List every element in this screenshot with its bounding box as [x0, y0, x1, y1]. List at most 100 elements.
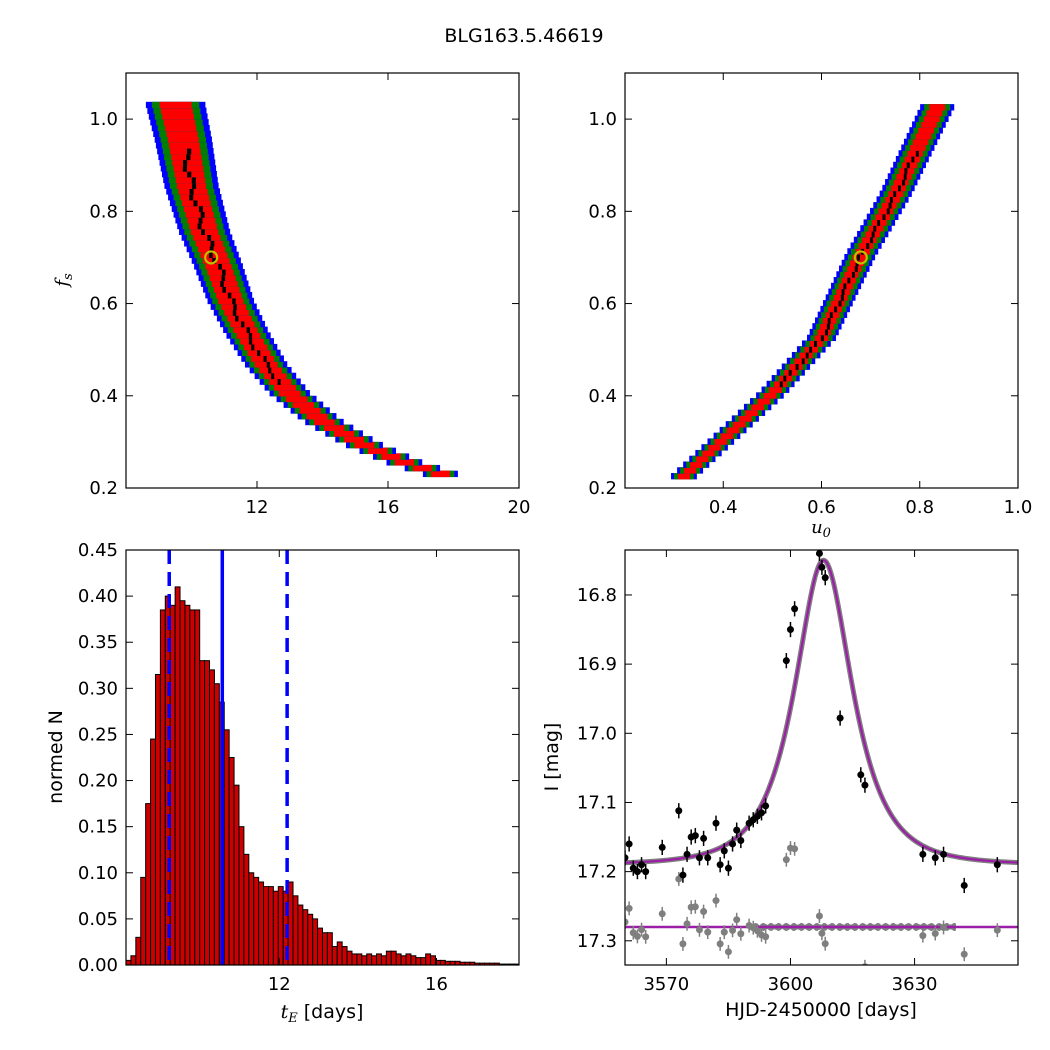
red-confidence-cell [690, 461, 703, 468]
red-confidence-cell [278, 390, 301, 397]
data-point [782, 657, 790, 665]
black-confidence-cell [886, 207, 890, 215]
model-curve [625, 559, 1018, 864]
red-confidence-cell [333, 430, 355, 437]
residual-point [919, 932, 927, 940]
histogram-bar [425, 953, 432, 965]
x-tick-label: 3570 [643, 974, 689, 995]
data-point [919, 850, 927, 858]
residual-point [625, 918, 629, 926]
red-confidence-cell [292, 401, 315, 408]
histogram-bar [272, 890, 279, 965]
data-point [638, 861, 646, 869]
y-tick-label: 0.25 [78, 724, 118, 745]
data-point [704, 854, 712, 862]
black-confidence-cell [187, 170, 192, 178]
x-tick-label: 20 [508, 497, 531, 518]
black-confidence-cell [246, 326, 250, 333]
red-confidence-cell [167, 136, 199, 143]
red-confidence-cell [224, 309, 249, 316]
black-confidence-cell [834, 305, 838, 313]
red-confidence-cell [227, 315, 252, 322]
histogram-bar [145, 803, 152, 965]
red-confidence-cell [430, 470, 450, 478]
y-tick-label: 0.00 [78, 955, 118, 976]
y-axis-label: normed N [45, 710, 67, 804]
y-tick-label: 0.8 [89, 201, 118, 222]
red-confidence-cell [726, 426, 740, 434]
data-point [625, 840, 633, 848]
black-confidence-cell [904, 167, 908, 174]
black-confidence-cell [221, 274, 226, 282]
histogram-bar [385, 950, 392, 965]
histogram-bar [405, 953, 412, 965]
black-confidence-cell [209, 245, 214, 253]
black-confidence-cell [271, 372, 275, 380]
y-tick-label: 0.40 [78, 586, 118, 607]
red-confidence-cell [274, 384, 296, 391]
red-confidence-cell [720, 432, 734, 440]
red-confidence-cell [394, 459, 415, 466]
black-confidence-cell [897, 184, 901, 192]
black-confidence-cell [809, 346, 813, 353]
residual-point [633, 932, 641, 940]
red-confidence-cell [921, 121, 937, 128]
red-confidence-cell [381, 453, 401, 460]
black-confidence-cell [788, 369, 792, 376]
axes-frame [624, 72, 1019, 489]
residual-point [857, 970, 864, 977]
black-confidence-cell [222, 286, 226, 293]
panel-fs-vs-u0: 0.4 0.6 0.8 1.0 0.2 0.4 0.6 0.8 1.0 u0 [588, 72, 1032, 541]
histogram-bar [135, 936, 142, 965]
residual-point [993, 926, 1001, 934]
red-confidence-cell [175, 176, 206, 184]
histogram-bar [277, 886, 284, 965]
black-confidence-cell [824, 328, 828, 336]
black-confidence-cell [854, 265, 858, 272]
histogram-bar [209, 669, 215, 965]
histogram-bar [410, 955, 417, 965]
histogram-bar [322, 932, 328, 965]
histogram-bar [292, 895, 299, 965]
black-confidence-cell [189, 188, 194, 195]
red-confidence-cell [878, 207, 894, 215]
residual-point [960, 950, 968, 958]
red-confidence-cell [763, 392, 777, 399]
black-confidence-cell [801, 357, 805, 365]
red-confidence-cell [923, 115, 940, 123]
histogram-bar [420, 957, 427, 965]
black-confidence-cell [227, 292, 232, 299]
residual-point [658, 910, 666, 918]
black-confidence-cell [840, 294, 844, 301]
black-confidence-cell [218, 263, 222, 270]
data-point [720, 847, 728, 855]
histogram-bar [336, 941, 343, 965]
red-confidence-cell [163, 119, 196, 126]
black-confidence-cell [201, 228, 205, 235]
black-confidence-cell [889, 196, 893, 203]
histogram-bar [400, 955, 407, 965]
data-point [931, 854, 939, 862]
black-confidence-cell [248, 332, 253, 339]
black-confidence-cell [888, 202, 892, 209]
histogram-bar [228, 757, 235, 965]
red-confidence-cell [299, 407, 321, 414]
residual-point [625, 904, 633, 912]
histogram-bar [194, 609, 201, 965]
histogram-bar [312, 918, 319, 965]
red-confidence-cell [768, 386, 782, 393]
red-confidence-cell [929, 104, 946, 111]
red-confidence-cell [254, 361, 278, 368]
red-confidence-cell [207, 268, 234, 276]
black-confidence-cell [235, 315, 239, 322]
black-confidence-cell [851, 271, 855, 278]
red-confidence-cell [169, 142, 200, 149]
histogram-bar [233, 784, 240, 965]
black-confidence-cell [829, 311, 833, 318]
data-point [857, 771, 865, 779]
histogram-bar [307, 913, 314, 965]
histogram-bar [371, 955, 378, 965]
histogram-bar [302, 909, 309, 965]
red-confidence-cell [830, 300, 845, 307]
